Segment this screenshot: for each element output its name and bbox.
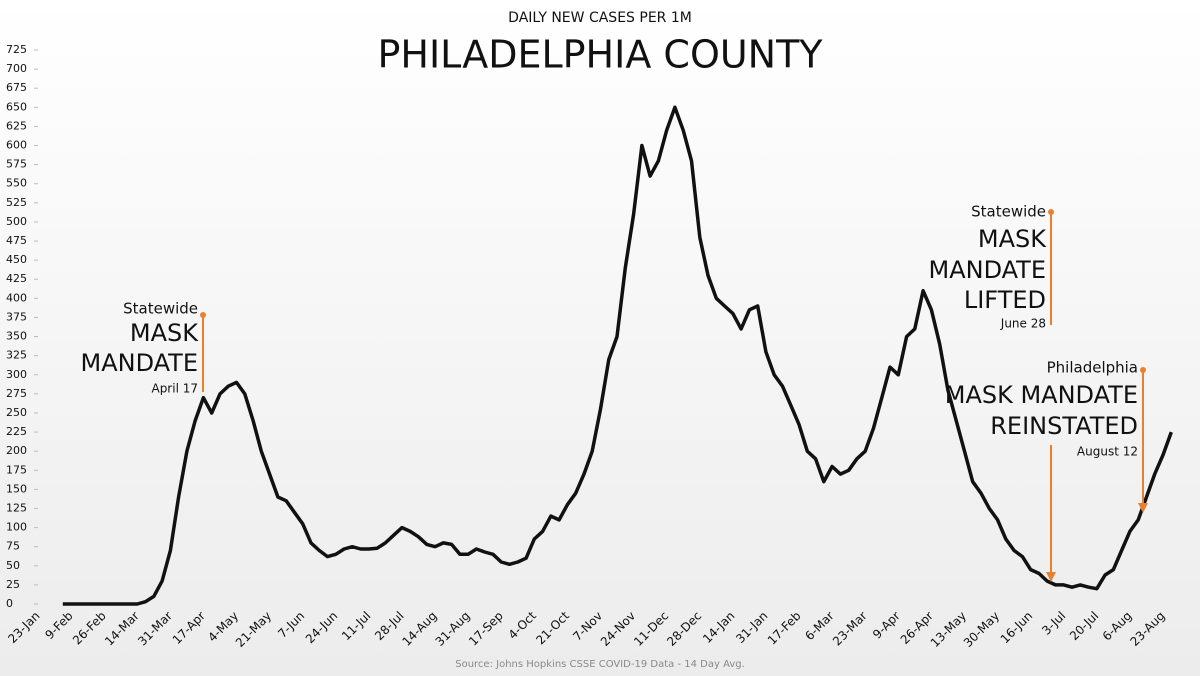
y-tick-label: 700 xyxy=(6,62,27,75)
y-tick-label: 600 xyxy=(6,139,27,152)
y-tick-label: 300 xyxy=(6,368,27,381)
y-tick-label: 75 xyxy=(6,540,20,553)
annotation-arrow xyxy=(1138,503,1148,513)
y-tick-label: 275 xyxy=(6,387,27,400)
annotation-dot xyxy=(1140,367,1146,373)
annotation-text: MASK MANDATE xyxy=(945,381,1138,409)
annotation-text: MANDATE xyxy=(80,349,198,377)
annotation-dot xyxy=(200,312,206,318)
y-tick-label: 100 xyxy=(6,521,27,534)
annotation-text: Philadelphia xyxy=(1047,359,1138,377)
y-tick-label: 575 xyxy=(6,158,27,171)
y-tick-label: 650 xyxy=(6,100,27,113)
y-tick-label: 450 xyxy=(6,253,27,266)
y-tick-label: 25 xyxy=(6,578,20,591)
y-tick-label: 50 xyxy=(6,559,20,572)
source-note: Source: Johns Hopkins CSSE COVID-19 Data… xyxy=(455,659,745,670)
annotation-text: Statewide xyxy=(971,203,1046,221)
annotation-date: August 12 xyxy=(1077,445,1138,459)
annotation-text: MANDATE xyxy=(928,256,1046,284)
annotation-text: Statewide xyxy=(123,300,198,318)
y-tick-label: 725 xyxy=(6,43,27,56)
data-line xyxy=(62,105,1173,606)
y-tick-label: 525 xyxy=(6,196,27,209)
annotation-dot xyxy=(1048,209,1054,215)
annotation-text: LIFTED xyxy=(964,286,1046,314)
annotation-arrow xyxy=(1046,572,1056,582)
y-tick-label: 400 xyxy=(6,291,27,304)
y-tick-label: 475 xyxy=(6,234,27,247)
y-tick-label: 200 xyxy=(6,444,27,457)
annotations: Statewide MASK MANDATE April 17 Statewid… xyxy=(80,203,1148,582)
y-tick-label: 500 xyxy=(6,215,27,228)
y-tick-label: 150 xyxy=(6,482,27,495)
y-tick-label: 175 xyxy=(6,463,27,476)
y-tick-label: 375 xyxy=(6,310,27,323)
annotation-date: April 17 xyxy=(151,382,198,396)
y-tick-label: 325 xyxy=(6,349,27,362)
y-tick-label: 125 xyxy=(6,501,27,514)
y-tick-label: 0 xyxy=(6,597,13,610)
y-tick-label: 250 xyxy=(6,406,27,419)
y-tick-label: 625 xyxy=(6,119,27,132)
y-tick-label: 350 xyxy=(6,330,27,343)
annotation-date: June 28 xyxy=(1000,317,1046,331)
annotation-text: MASK xyxy=(130,319,199,347)
y-tick-label: 675 xyxy=(6,81,27,94)
chart-title: PHILADELPHIA COUNTY xyxy=(377,33,823,77)
y-tick-label: 425 xyxy=(6,272,27,285)
y-tick-label: 550 xyxy=(6,177,27,190)
y-tick-label: 225 xyxy=(6,425,27,438)
chart-subtitle: DAILY NEW CASES PER 1M xyxy=(508,10,692,26)
annotation-text: REINSTATED xyxy=(990,412,1138,440)
annotation-text: MASK xyxy=(978,225,1047,253)
